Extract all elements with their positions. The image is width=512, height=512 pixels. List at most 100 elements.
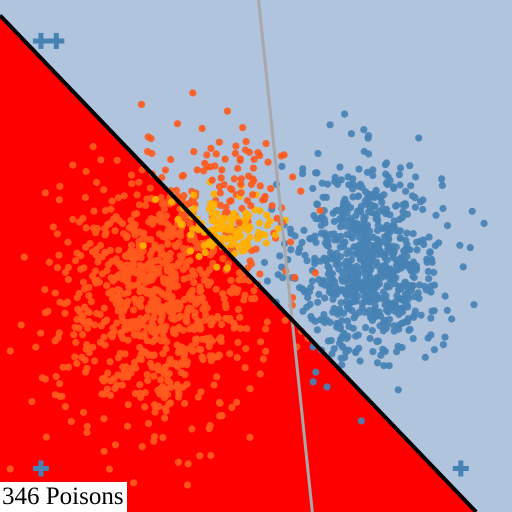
poison-point <box>227 276 235 284</box>
clean-point <box>308 315 316 323</box>
poison-scatter-point <box>259 196 267 204</box>
clean-point <box>260 258 269 267</box>
clean-point <box>326 121 334 129</box>
poison-point <box>214 314 222 322</box>
clean-point <box>326 248 335 257</box>
plus-marker <box>32 32 49 49</box>
clean-point <box>396 282 404 291</box>
poison-point <box>176 229 184 237</box>
poison-point <box>81 356 89 364</box>
poison-point <box>124 372 132 380</box>
poison-point <box>83 345 92 353</box>
poison-point <box>17 321 25 329</box>
poison-point <box>213 373 221 381</box>
clean-point <box>412 173 420 181</box>
clean-point <box>294 248 303 256</box>
poison-point <box>286 238 295 246</box>
poison-point <box>90 321 99 329</box>
clean-point <box>386 176 394 184</box>
poison-point <box>113 156 121 164</box>
poison-scatter-point <box>212 150 220 158</box>
poison-point <box>77 315 85 323</box>
clean-point <box>404 290 412 298</box>
clean-point <box>309 184 317 193</box>
poison-scatter-point <box>208 176 216 184</box>
clean-point <box>349 251 357 259</box>
clean-point <box>371 202 379 210</box>
poison-point <box>107 205 115 213</box>
poison-point <box>188 342 196 350</box>
clean-point <box>339 277 347 285</box>
poison-point <box>256 182 264 190</box>
poison-point <box>198 124 206 133</box>
poison-point <box>158 310 166 318</box>
poison-point <box>178 172 186 180</box>
clean-point <box>396 181 404 189</box>
clean-point <box>389 242 397 250</box>
clean-point <box>306 300 314 308</box>
poison-scatter-point <box>243 197 251 205</box>
poison-count-caption: 346 Poisons <box>0 482 127 512</box>
poison-point <box>154 362 162 370</box>
clean-point <box>402 187 410 195</box>
poison-point <box>161 199 169 207</box>
poison-point <box>172 361 181 369</box>
poison-point <box>111 441 120 449</box>
poison-point <box>127 241 136 249</box>
poison-scatter-point <box>220 181 228 189</box>
poison-point <box>135 178 143 186</box>
poison-point <box>133 191 141 199</box>
clean-point <box>330 345 338 353</box>
poison-point <box>185 304 193 312</box>
clean-point <box>364 132 373 140</box>
poison-point <box>183 358 191 366</box>
clean-point <box>409 260 418 268</box>
clean-point <box>313 326 321 334</box>
poison-point <box>91 357 99 365</box>
clean-point <box>366 292 374 300</box>
poison-point <box>112 300 120 308</box>
poison-scatter-point <box>247 180 255 189</box>
poison-point <box>203 304 211 312</box>
clean-point <box>350 290 358 298</box>
clean-point <box>320 277 328 285</box>
poison-point <box>82 167 90 176</box>
poison-point <box>215 351 223 359</box>
clean-point <box>324 337 332 345</box>
poison-point <box>185 273 193 281</box>
clean-point <box>334 310 342 318</box>
clean-point <box>365 306 373 315</box>
clean-point <box>367 208 375 217</box>
clean-point <box>430 346 438 354</box>
poison-point <box>173 282 182 290</box>
poison-point <box>124 288 132 297</box>
poison-highlight-point <box>256 207 264 215</box>
poison-point <box>123 278 131 286</box>
clean-point <box>355 165 363 173</box>
poison-point <box>115 216 123 225</box>
poison-point <box>194 317 202 325</box>
poison-scatter-point <box>237 175 245 183</box>
poison-highlight-point <box>186 247 194 255</box>
clean-point <box>263 277 271 285</box>
poison-point <box>73 249 81 257</box>
poison-point <box>89 224 97 232</box>
poison-point <box>108 333 116 341</box>
poison-point <box>44 307 52 315</box>
clean-point <box>428 258 436 266</box>
poison-point <box>83 428 91 437</box>
clean-point <box>319 316 328 324</box>
poison-point <box>182 315 191 323</box>
poison-point <box>37 329 45 337</box>
clean-point <box>321 219 329 227</box>
poison-point <box>166 264 174 272</box>
clean-point <box>377 274 385 282</box>
poison-point <box>127 171 136 179</box>
poison-point <box>219 255 227 263</box>
clean-point <box>333 323 341 331</box>
clean-point <box>443 222 452 230</box>
poison-point <box>263 318 271 326</box>
poison-point <box>67 418 75 426</box>
poison-point <box>199 355 207 364</box>
poison-point <box>100 333 108 341</box>
